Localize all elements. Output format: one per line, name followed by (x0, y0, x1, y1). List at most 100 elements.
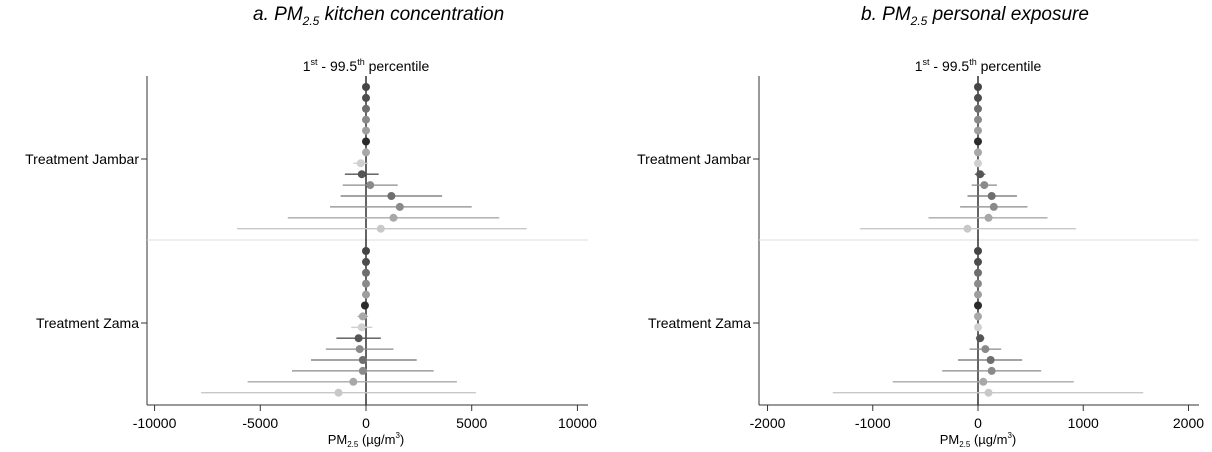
panel-b-xlabel: PM2.5 (µg/m3) (940, 431, 1017, 449)
panel-a-xlabel-part: (µg/m (358, 432, 395, 447)
panel-a-x-tick-label: 0 (362, 415, 370, 431)
panel-b-subtitle-part: - 99.5 (930, 58, 970, 74)
panel-a-group-zama-point (362, 257, 370, 266)
panel-a-xlabel-part: 3 (395, 431, 400, 440)
panel-b-group-jambar-point (976, 170, 985, 179)
panel-b-group-zama-point (986, 356, 995, 364)
panel-b-group-jambar-point (974, 137, 982, 146)
panel-b-group-jambar-point (974, 104, 982, 113)
panel-b-group-zama-point (974, 301, 982, 310)
panel-b-group-zama-point (976, 334, 985, 343)
panel-b-subtitle: 1st - 99.5th percentile (915, 57, 1042, 74)
panel-b-subtitle-part: 1 (915, 58, 923, 74)
panel-b-group-jambar-point (963, 224, 972, 233)
panel-a-group-jambar-point (395, 202, 404, 211)
panel-b-xlabel-part: 3 (1007, 431, 1012, 440)
panel-a-group-jambar-point (362, 83, 370, 91)
panel-b-x-tick-label: 0 (974, 415, 982, 431)
panel-b-group-jambar-point (974, 148, 982, 157)
panel-b-letter: b. (861, 4, 877, 25)
panel-b-group-zama-point (974, 290, 982, 299)
panel-b-group-zama-point (974, 312, 982, 321)
panel-a-group-jambar-point (356, 159, 365, 168)
panel-b-group-zama-point (974, 247, 982, 255)
panel-a-x-tick-label: -10000 (133, 415, 177, 431)
panel-b-group-jambar-point (984, 213, 993, 222)
panel-b-title-main: PM (882, 4, 911, 25)
panel-a-group-zama-point (358, 312, 367, 321)
panel-a-subtitle: 1st - 99.5th percentile (303, 57, 430, 74)
panel-a-group-zama-point (362, 279, 370, 288)
panel-b-group-jambar-point (974, 159, 982, 168)
panel-a-group-jambar-point (376, 224, 385, 233)
panel-a-group-zama-point (362, 247, 370, 255)
panel-a-group-zama-point (354, 334, 363, 343)
panel-a-group-jambar-point (362, 148, 370, 157)
panel-b-subtitle-part: st (922, 57, 930, 67)
panel-a-group-jambar-point (366, 181, 375, 190)
panel-a-group-jambar-point (362, 137, 370, 146)
panel-b-group-jambar-point (989, 202, 998, 211)
panel-a-xlabel-part: ) (400, 432, 404, 447)
panel-a-group-jambar-point (389, 213, 398, 222)
panel-a-xlabel-part: 2.5 (347, 440, 359, 449)
panel-a-title-sub: 2.5 (302, 13, 320, 28)
panel-a-group-zama-point (349, 377, 358, 386)
panel-b-xlabel-part: ) (1012, 432, 1016, 447)
panel-a-group-jambar-point (357, 170, 366, 179)
panel-b-x-tick-label: 1000 (1068, 415, 1099, 431)
panel-a-group-jambar-point (362, 104, 370, 113)
panel-b-group-zama-label: Treatment Zama (648, 315, 751, 331)
panel-a-group-zama-point (334, 388, 343, 397)
panel-b-x-tick-label: 2000 (1173, 415, 1204, 431)
panel-b-group-jambar-point (974, 93, 982, 102)
panel-a-group-zama-point (362, 290, 370, 299)
panel-a-subtitle-part: st (310, 57, 318, 67)
panel-b-xlabel-part: 2.5 (959, 440, 971, 449)
panel-b-group-zama-point (987, 366, 996, 375)
panel-b-title-rest: personal exposure (927, 4, 1089, 25)
panel-a-group-jambar-point (362, 93, 370, 102)
panel-b-title: b. PM2.5 personal exposure (861, 4, 1089, 28)
panel-a-subtitle-part: 1 (303, 58, 311, 74)
panel-a-group-jambar-point (362, 115, 370, 124)
panel-a-letter: a. (253, 4, 269, 25)
panel-a-title-main: PM (274, 4, 303, 25)
panel-b-xlabel-part: PM (940, 432, 960, 447)
panel-a-x-tick-label: 5000 (456, 415, 487, 431)
panel-b-x-tick-label: -1000 (855, 415, 891, 431)
panel-b-xlabel-part: (µg/m (970, 432, 1007, 447)
panel-a-xlabel: PM2.5 (µg/m3) (328, 431, 405, 449)
panel-a-group-zama-point (358, 366, 367, 375)
panel-b-group-jambar-point (974, 126, 982, 135)
panel-b-group-zama-point (984, 388, 993, 397)
panel-b-group-jambar-label: Treatment Jambar (637, 151, 751, 167)
panel-b-group-zama-point (974, 268, 982, 277)
panel-b-group-jambar-point (974, 83, 982, 91)
panel-a-group-zama-point (360, 301, 369, 310)
panel-b-group-zama-point (979, 377, 988, 386)
panel-b-group-zama-point (974, 279, 982, 288)
panel-a-group-jambar-point (362, 126, 370, 135)
panel-a-subtitle-part: percentile (365, 58, 430, 74)
panel-b-group-jambar-point (987, 192, 996, 200)
panel-a-group-zama-point (358, 356, 367, 364)
panel-b-title-sub: 2.5 (910, 13, 928, 28)
panel-a-title-rest: kitchen concentration (319, 4, 505, 25)
panel-a-group-jambar-point (387, 192, 396, 200)
panel-b-group-jambar-point (980, 181, 989, 190)
panel-b-subtitle-part: percentile (977, 58, 1042, 74)
panel-a-x-tick-label: -5000 (242, 415, 278, 431)
panel-a-group-zama-point (362, 268, 370, 277)
panel-a-subtitle-part: - 99.5 (318, 58, 358, 74)
panel-a-title: a. PM2.5 kitchen concentration (253, 4, 504, 28)
panel-a-group-jambar-label: Treatment Jambar (25, 151, 139, 167)
panel-b-group-zama-point (974, 257, 982, 266)
panel-b-group-jambar-point (974, 115, 982, 124)
panel-a-subtitle-part: th (357, 57, 365, 67)
panel-a-group-zama-point (357, 323, 366, 332)
panel-b-group-zama-point (974, 323, 982, 332)
panel-b-x-tick-label: -2000 (750, 415, 786, 431)
